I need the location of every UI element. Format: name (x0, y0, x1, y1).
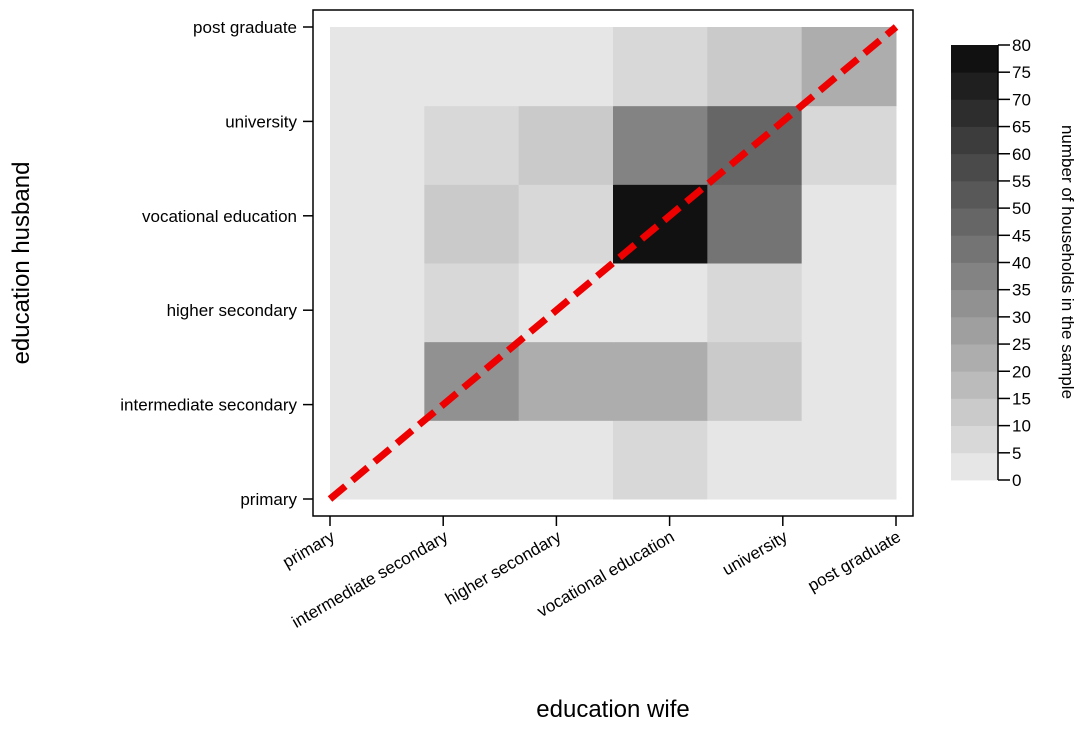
heatmap-cell (707, 184, 803, 264)
y-tick-label: higher secondary (167, 301, 298, 320)
heatmap-cell (613, 27, 708, 107)
plot-frame (312, 9, 914, 517)
colorbar-tick-label: 65 (1012, 118, 1031, 137)
y-tick-label: vocational education (142, 207, 297, 226)
colorbar-band (951, 316, 998, 345)
colorbar-tick-label: 50 (1012, 199, 1031, 218)
colorbar-title: number of households in the sample (1058, 125, 1077, 399)
colorbar-tick-label: 30 (1012, 308, 1031, 327)
colorbar-tick-label: 60 (1012, 145, 1031, 164)
diagonal-reference-line (327, 24, 899, 502)
colorbar-tick-label: 10 (1012, 417, 1031, 436)
y-tick-label: intermediate secondary (120, 396, 297, 415)
x-axis-title: education wife (536, 696, 689, 723)
y-tick-label: university (225, 112, 297, 131)
heatmap-cell (801, 105, 897, 185)
colorbar: 0 5 10 15 20 25 30 35 40 45 50 55 60 65 70 75 80 (951, 36, 1031, 490)
y-axis-ticks: primary intermediate secondary higher seco… (120, 18, 313, 509)
heatmap-cell (330, 184, 425, 264)
heatmap-cell (330, 263, 425, 343)
heatmap-cells (330, 27, 897, 500)
heatmap-cell (707, 420, 803, 500)
heatmap-cell (424, 105, 520, 185)
heatmap-cell (801, 341, 897, 421)
heatmap-cell (330, 105, 425, 185)
colorbar-tick-label: 80 (1012, 36, 1031, 55)
heatmap-cell (707, 27, 803, 107)
heatmap-cell (424, 420, 520, 500)
heatmap-cell (613, 341, 708, 421)
colorbar-tick-label: 0 (1012, 471, 1021, 490)
colorbar-tick-label: 55 (1012, 172, 1031, 191)
heatmap-cell (613, 105, 708, 185)
x-tick-label: university (719, 527, 791, 580)
heatmap-cell (518, 27, 614, 107)
colorbar-tick-label: 25 (1012, 335, 1031, 354)
heatmap-cell (518, 105, 614, 185)
colorbar-band (951, 45, 998, 73)
colorbar-band (951, 235, 998, 263)
colorbar-band (951, 262, 998, 291)
y-tick-label: post graduate (193, 18, 297, 37)
colorbar-tick-label: 75 (1012, 63, 1031, 82)
heatmap-cell (707, 263, 803, 343)
heatmap-cell (518, 184, 614, 264)
heatmap-cell (801, 263, 897, 343)
heatmap-cell (518, 420, 614, 500)
colorbar-band (951, 99, 998, 127)
heatmap-cell (518, 341, 614, 421)
heatmap-cell (613, 420, 708, 500)
colorbar-band (951, 72, 998, 100)
heatmap-cell (801, 184, 897, 264)
colorbar-tick-label: 45 (1012, 226, 1031, 245)
colorbar-band (951, 180, 998, 209)
heatmap-cell (424, 27, 520, 107)
x-tick-label: primary (279, 527, 338, 572)
heatmap-cell (424, 263, 520, 343)
colorbar-band (951, 425, 998, 454)
colorbar-band (951, 153, 998, 182)
y-axis-title: education husband (8, 162, 35, 365)
colorbar-band (951, 126, 998, 155)
colorbar-tick-label: 35 (1012, 281, 1031, 300)
colorbar-band (951, 398, 998, 427)
colorbar-band (951, 208, 998, 236)
colorbar-tick-label: 15 (1012, 389, 1031, 408)
colorbar-band (951, 452, 998, 481)
colorbar-tick-label: 70 (1012, 90, 1031, 109)
colorbar-tick-label: 40 (1012, 254, 1031, 273)
heatmap-cell (707, 341, 803, 421)
heatmap-cell (613, 263, 708, 343)
colorbar-band (951, 289, 998, 318)
heatmap-cell (801, 420, 897, 500)
colorbar-band (951, 344, 998, 372)
x-tick-label: post graduate (804, 527, 904, 595)
colorbar-tick-label: 5 (1012, 444, 1021, 463)
y-tick-label: primary (240, 490, 297, 509)
colorbar-band (951, 371, 998, 399)
heatmap-cell (424, 184, 520, 264)
colorbar-tick-label: 20 (1012, 362, 1031, 381)
heatmap-cell (330, 341, 425, 421)
heatmap-cell (330, 27, 425, 107)
